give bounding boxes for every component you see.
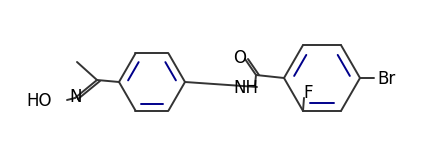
Text: HO: HO — [26, 92, 52, 110]
Text: NH: NH — [234, 79, 259, 97]
Text: N: N — [70, 88, 82, 106]
Text: F: F — [303, 84, 313, 102]
Text: O: O — [234, 49, 247, 67]
Text: Br: Br — [378, 70, 396, 88]
